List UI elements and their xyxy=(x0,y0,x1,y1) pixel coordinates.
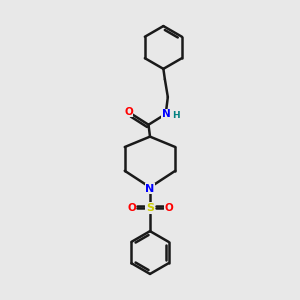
Text: O: O xyxy=(127,203,136,213)
Text: H: H xyxy=(172,111,180,120)
Text: S: S xyxy=(146,203,154,213)
Text: O: O xyxy=(124,107,133,117)
Text: O: O xyxy=(164,203,173,213)
Text: N: N xyxy=(146,184,154,194)
Text: N: N xyxy=(162,109,171,119)
